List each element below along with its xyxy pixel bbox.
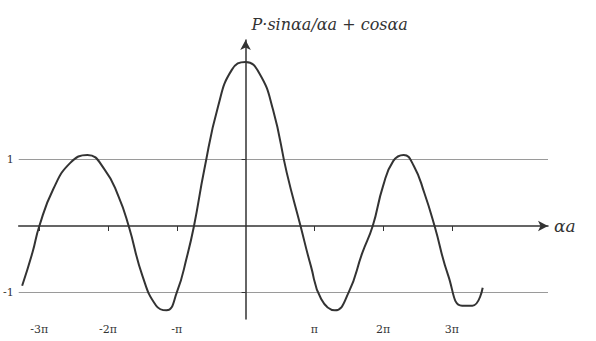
svg-text:-2π: -2π: [99, 323, 117, 336]
svg-text:P·sinαa/αa + cosαa: P·sinαa/αa + cosαa: [251, 15, 408, 34]
svg-text:αa: αa: [554, 216, 576, 236]
svg-text:π: π: [311, 323, 318, 336]
svg-text:1: 1: [7, 153, 14, 166]
svg-text:3π: 3π: [445, 323, 459, 336]
svg-text:-π: -π: [171, 323, 182, 336]
svg-text:-1: -1: [3, 286, 14, 299]
svg-text:-3π: -3π: [30, 323, 48, 336]
svg-text:2π: 2π: [376, 323, 390, 336]
